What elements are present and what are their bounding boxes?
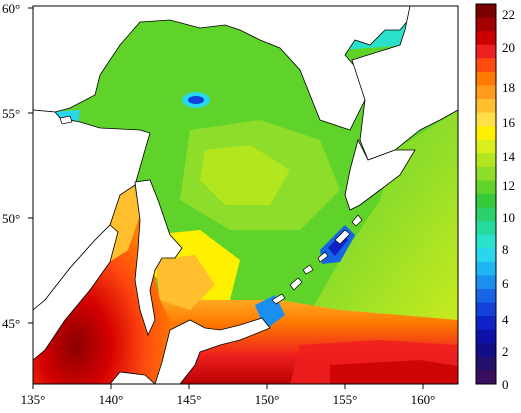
colorbar-swatch: [476, 194, 496, 209]
colorbar-swatch: [476, 289, 496, 304]
y-tick-label: 50°: [2, 211, 20, 226]
colorbar-swatch: [476, 207, 496, 222]
land-kamchatka: [351, 6, 458, 161]
land-hokkaido: [154, 317, 271, 384]
land-kamchatka-south: [344, 138, 416, 211]
colorbar-swatch: [476, 302, 496, 317]
colorbar-swatch: [476, 44, 496, 59]
colorbar-label: 0: [502, 377, 509, 392]
x-tick-label: 155°: [333, 392, 358, 407]
colorbar-swatch: [476, 275, 496, 290]
x-axis: 135° 140° 145° 150° 155° 160°: [21, 384, 436, 407]
y-tick-label: 45°: [2, 316, 20, 331]
land-sakhalin: [134, 179, 183, 337]
colorbar-label: 22: [502, 7, 515, 22]
x-tick-label: 150°: [255, 392, 280, 407]
colorbar-swatch: [476, 221, 496, 236]
colorbar-swatch: [476, 234, 496, 249]
colorbar-labels: 22 20 18 16 14 12 10 8 6 4 2 0: [502, 7, 516, 392]
cold-eddy-north-core: [188, 96, 204, 104]
y-tick-label: 60°: [2, 1, 20, 16]
colorbar-label: 18: [502, 80, 515, 95]
colorbar-swatch: [476, 166, 496, 181]
colorbar: [476, 4, 496, 385]
okhotsk-yellow-patch: [200, 145, 290, 205]
x-tick-label: 135°: [21, 392, 46, 407]
colorbar-swatch: [476, 71, 496, 86]
colorbar-swatch: [476, 112, 496, 127]
colorbar-label: 14: [502, 149, 516, 164]
colorbar-frame: [475, 3, 497, 385]
land-primorye: [33, 224, 119, 361]
colorbar-label: 20: [502, 40, 515, 55]
colorbar-swatch: [476, 329, 496, 344]
colorbar-swatch: [476, 126, 496, 141]
colorbar-label: 6: [502, 276, 509, 291]
colorbar-swatch: [476, 248, 496, 263]
south-hottest-patch: [330, 360, 458, 384]
colorbar-swatch: [476, 58, 496, 73]
x-tick-label: 160°: [411, 392, 436, 407]
pacific-sea-field: [250, 110, 458, 384]
colorbar-swatch: [476, 85, 496, 100]
colorbar-swatch: [476, 261, 496, 276]
colorbar-swatch: [476, 356, 496, 371]
colorbar-swatch: [476, 31, 496, 46]
colorbar-swatch: [476, 4, 496, 19]
land-honshu: [109, 371, 156, 384]
x-tick-label: 145°: [177, 392, 202, 407]
colorbar-swatch: [476, 180, 496, 195]
colorbar-swatch: [476, 370, 496, 385]
map-plot-area: [33, 6, 458, 384]
colorbar-label: 12: [502, 178, 515, 193]
plot-frame: [32, 5, 459, 385]
x-tick-label: 140°: [99, 392, 124, 407]
colorbar-label: 10: [502, 210, 515, 225]
y-axis: 60° 55° 50° 45°: [2, 1, 33, 331]
colorbar-label: 4: [502, 312, 509, 327]
colorbar-label: 8: [502, 242, 509, 257]
colorbar-swatch: [476, 139, 496, 154]
kuril-islands: [271, 214, 363, 305]
land-shantar-islands: [59, 115, 73, 125]
colorbar-swatch: [476, 316, 496, 331]
colorbar-swatch: [476, 343, 496, 358]
colorbar-label: 2: [502, 344, 509, 359]
okhotsk-south-orange: [155, 255, 215, 310]
colorbar-swatch: [476, 17, 496, 32]
colorbar-swatch: [476, 153, 496, 168]
colorbar-label: 16: [502, 115, 516, 130]
y-tick-label: 55°: [2, 106, 20, 121]
land-north-coast: [33, 6, 458, 131]
colorbar-swatch: [476, 99, 496, 114]
